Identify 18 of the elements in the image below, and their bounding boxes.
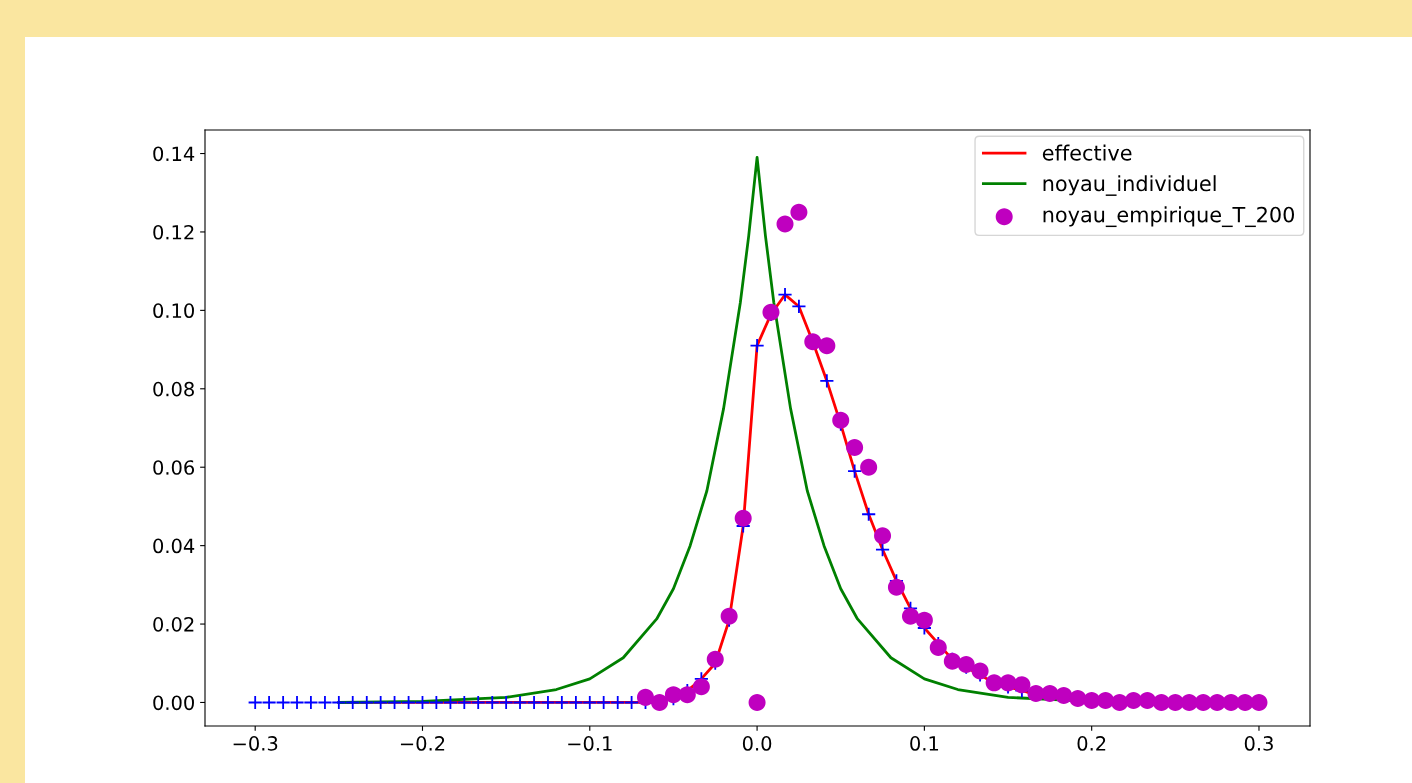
x-tick-label: −0.2 bbox=[400, 736, 445, 751]
y-tick-label: 0.04 bbox=[153, 538, 195, 554]
x-tick-label: 0.3 bbox=[1244, 736, 1273, 751]
y-tick-label: 0.14 bbox=[153, 146, 195, 162]
y-tick-label: 0.08 bbox=[153, 381, 194, 397]
x-tick-label: −0.1 bbox=[568, 736, 612, 751]
x-tick-label: 0.1 bbox=[910, 736, 939, 751]
x-tick-label: 0.0 bbox=[742, 736, 772, 751]
x-tick-label: 0.2 bbox=[1077, 736, 1106, 751]
legend-label: noyau_empirique_T_200 bbox=[1043, 206, 1295, 228]
y-tick-label: 0.02 bbox=[153, 617, 194, 632]
y-tick-label: 0.12 bbox=[153, 224, 194, 240]
legend-label: effective bbox=[1042, 144, 1132, 161]
y-tick-label: 0.06 bbox=[153, 460, 195, 475]
y-tick-label: 0.00 bbox=[153, 695, 194, 711]
y-tick-label: 0.10 bbox=[153, 303, 194, 319]
legend-label: noyau_individuel bbox=[1043, 175, 1216, 196]
x-tick-label: −0.3 bbox=[233, 736, 278, 751]
